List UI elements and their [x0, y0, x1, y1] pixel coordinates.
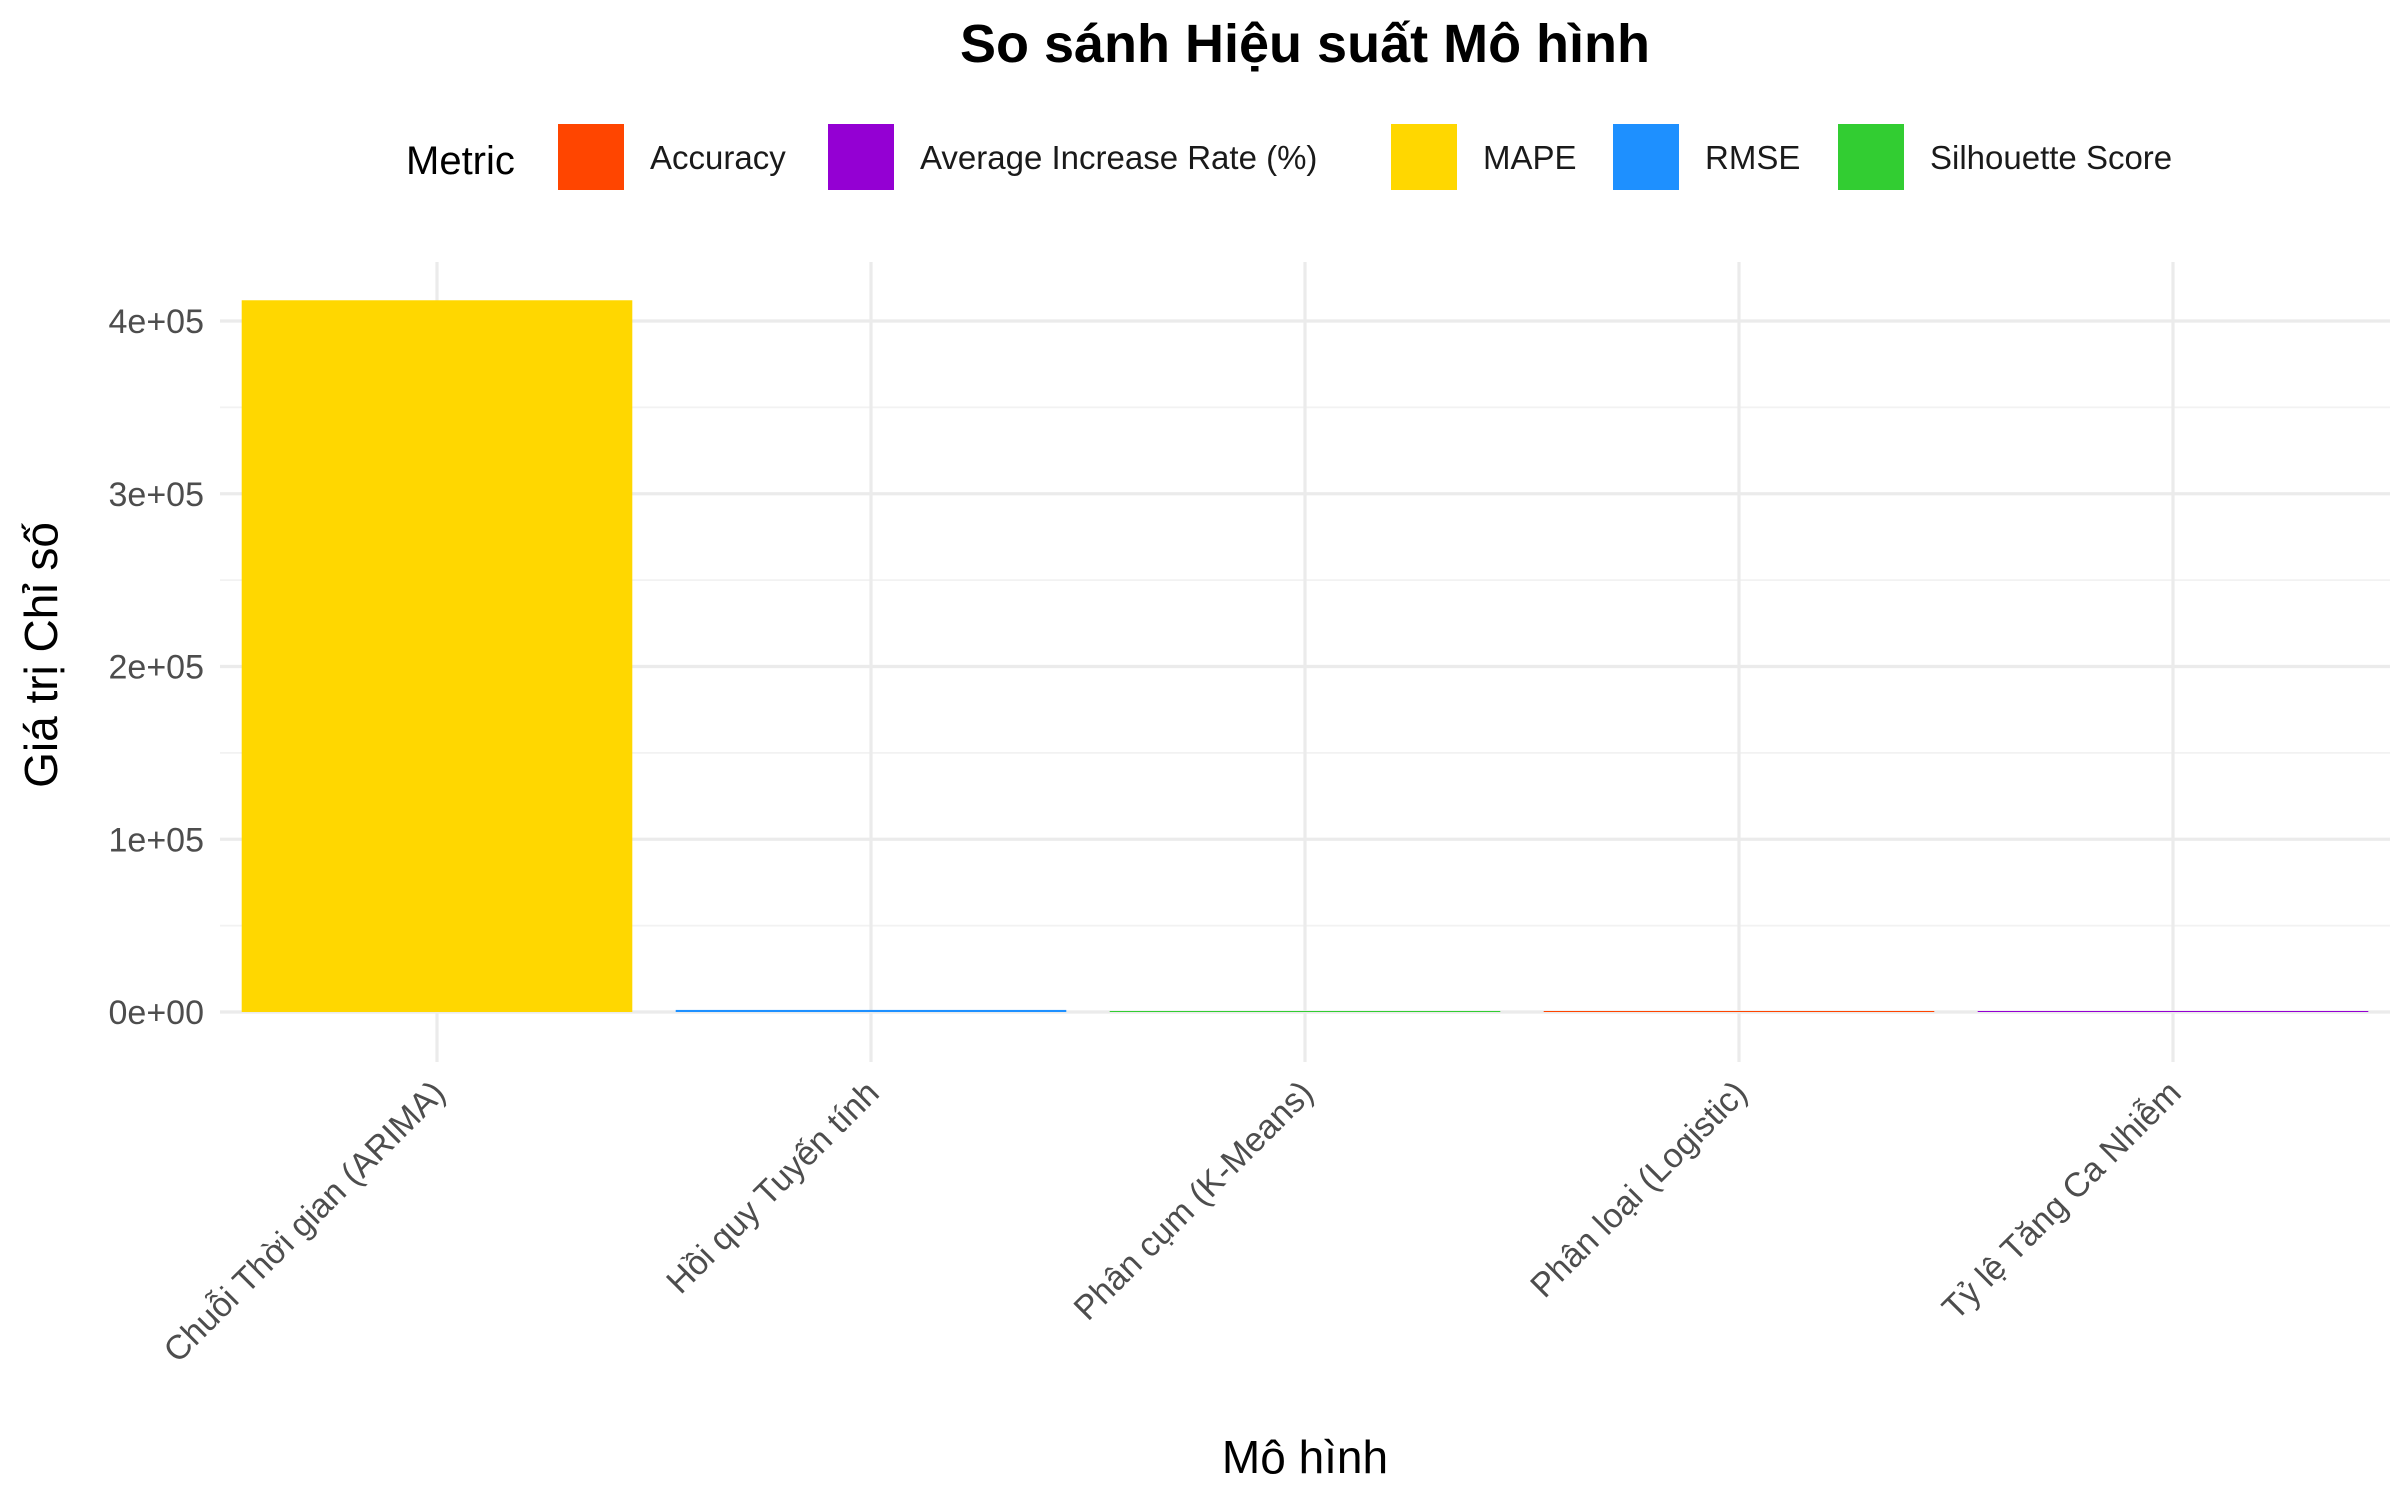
y-tick-label: 0e+00 — [109, 994, 205, 1032]
y-axis-title: Giá trị Chỉ số — [15, 522, 67, 788]
x-tick-label: Tỷ lệ Tăng Ca Nhiễm — [1935, 1074, 2189, 1328]
legend-label: Accuracy — [650, 139, 786, 176]
legend-title: Metric — [406, 139, 515, 183]
bar — [675, 1009, 1067, 1012]
bar — [1543, 1011, 1935, 1012]
legend-key — [828, 124, 894, 190]
legend-label: Silhouette Score — [1930, 139, 2172, 176]
legend-label: Average Increase Rate (%) — [920, 139, 1317, 176]
y-axis-ticks: 0e+00 1e+05 2e+05 3e+05 4e+05 — [109, 303, 205, 1032]
bar — [241, 300, 633, 1012]
bar — [1977, 1011, 2369, 1012]
x-tick-label: Phân loại (Logistic) — [1523, 1074, 1754, 1305]
y-tick-label: 4e+05 — [109, 303, 205, 341]
chart-title: So sánh Hiệu suất Mô hình — [960, 14, 1650, 74]
bars — [241, 300, 2369, 1012]
legend-key — [558, 124, 624, 190]
x-axis-title: Mô hình — [1222, 1431, 1388, 1483]
legend-key — [1838, 124, 1904, 190]
x-tick-label: Phân cụm (K-Means) — [1067, 1074, 1321, 1328]
x-tick-label: Hồi quy Tuyến tính — [659, 1074, 886, 1301]
x-tick-label: Chuỗi Thời gian (ARIMA) — [157, 1074, 453, 1370]
legend: Metric Accuracy Average Increase Rate (%)… — [406, 124, 2172, 190]
legend-key — [1391, 124, 1457, 190]
x-axis-ticks: Chuỗi Thời gian (ARIMA) Hồi quy Tuyến tín… — [157, 1074, 2189, 1370]
legend-label: RMSE — [1705, 139, 1800, 176]
legend-label: MAPE — [1483, 139, 1577, 176]
bar — [1109, 1011, 1501, 1012]
y-tick-label: 3e+05 — [109, 476, 205, 514]
legend-key — [1613, 124, 1679, 190]
y-tick-label: 1e+05 — [109, 821, 205, 859]
y-tick-label: 2e+05 — [109, 649, 205, 687]
